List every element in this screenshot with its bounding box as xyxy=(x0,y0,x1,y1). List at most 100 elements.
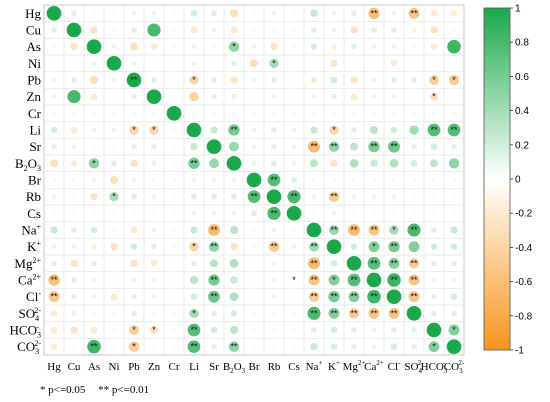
row-label: As xyxy=(27,39,41,54)
correlation-circle xyxy=(230,243,238,251)
correlation-circle xyxy=(72,345,76,349)
correlation-circle xyxy=(151,77,157,83)
correlation-circle xyxy=(409,125,419,135)
row-label: SO42- xyxy=(19,306,42,323)
correlation-circle xyxy=(151,11,157,16)
correlation-circle xyxy=(431,227,437,233)
correlation-circle xyxy=(292,11,296,15)
column-label: Na+ xyxy=(306,359,323,373)
correlation-circle xyxy=(306,222,322,238)
correlation-circle xyxy=(252,228,256,232)
correlation-circle xyxy=(311,194,317,199)
correlation-circle xyxy=(408,274,420,286)
column-label: HCO3- xyxy=(421,359,448,375)
correlation-circle xyxy=(390,126,398,134)
correlation-circle xyxy=(351,343,357,350)
correlation-circle xyxy=(228,41,240,52)
correlation-circle xyxy=(172,95,176,99)
correlation-circle xyxy=(311,94,317,99)
correlation-circle xyxy=(311,327,317,333)
correlation-circle xyxy=(92,145,96,149)
correlation-circle xyxy=(292,28,296,32)
correlation-circle xyxy=(451,310,457,317)
correlation-circle xyxy=(452,195,456,199)
correlation-circle xyxy=(371,44,377,49)
correlation-circle xyxy=(292,228,296,232)
legend-note-p05: * p<=0.05 xyxy=(40,384,86,396)
significance-mark: * xyxy=(192,242,196,252)
correlation-circle xyxy=(350,26,358,34)
correlation-circle xyxy=(252,345,256,349)
correlation-circle xyxy=(291,244,297,249)
correlation-circle xyxy=(210,326,218,334)
correlation-circle xyxy=(209,158,219,169)
correlation-circle xyxy=(189,242,199,252)
correlation-circle xyxy=(352,211,356,215)
column-label: Li xyxy=(189,361,199,373)
correlation-circle xyxy=(411,77,417,83)
correlation-circle xyxy=(228,124,240,136)
correlation-circle xyxy=(332,111,336,115)
row-label: Mg2+ xyxy=(14,256,41,271)
correlation-circle xyxy=(291,161,297,166)
significance-mark: * xyxy=(432,342,436,352)
significance-mark: * xyxy=(392,225,396,235)
correlation-circle xyxy=(271,11,277,16)
correlation-circle xyxy=(70,43,78,51)
correlation-circle xyxy=(211,10,217,17)
significance-mark: ** xyxy=(330,192,338,202)
correlation-circle xyxy=(89,75,99,85)
correlation-circle xyxy=(91,294,97,299)
correlation-circle xyxy=(271,94,277,99)
correlation-circle xyxy=(352,178,356,182)
correlation-circle xyxy=(189,92,199,102)
colorbar-tick-label: 1 xyxy=(515,4,521,15)
column-label: K+ xyxy=(328,359,340,373)
correlation-circle xyxy=(452,178,456,182)
significance-mark: ** xyxy=(450,125,458,135)
row-label: Cu xyxy=(26,23,42,38)
correlation-circle xyxy=(307,306,321,320)
correlation-circle xyxy=(308,274,320,286)
correlation-circle xyxy=(312,211,316,215)
correlation-circle xyxy=(172,295,176,299)
correlation-circle xyxy=(371,194,377,199)
significance-mark: ** xyxy=(350,275,358,285)
correlation-circle xyxy=(172,61,176,65)
correlation-circle xyxy=(271,261,277,266)
correlation-circle xyxy=(192,111,196,115)
correlation-circle xyxy=(91,260,97,267)
correlation-circle xyxy=(172,245,176,249)
column-label: B2O3 xyxy=(223,361,246,375)
correlation-circle xyxy=(308,257,320,270)
correlation-circle xyxy=(388,307,400,319)
correlation-circle xyxy=(431,310,437,317)
correlation-circle xyxy=(272,328,276,332)
correlation-circle xyxy=(451,143,457,150)
correlation-circle xyxy=(230,26,238,34)
correlation-circle xyxy=(172,45,176,49)
significance-mark: ** xyxy=(350,292,358,302)
correlation-circle xyxy=(152,311,156,315)
correlation-circle xyxy=(151,143,157,150)
row-label: CO32- xyxy=(17,339,41,356)
significance-mark: * xyxy=(232,42,236,52)
correlation-circle xyxy=(172,28,176,32)
correlation-circle xyxy=(49,159,59,168)
correlation-circle xyxy=(272,111,276,115)
correlation-circle xyxy=(388,140,400,153)
correlation-circle xyxy=(387,273,401,287)
correlation-circle xyxy=(371,77,377,83)
colorbar-tick-label: 0.4 xyxy=(515,106,529,117)
correlation-circle xyxy=(211,343,217,350)
correlation-circle xyxy=(130,243,138,250)
correlation-circle xyxy=(112,145,116,149)
correlation-circle xyxy=(292,61,296,65)
correlation-circle xyxy=(211,310,217,317)
significance-mark: ** xyxy=(310,308,318,318)
correlation-circle xyxy=(86,39,102,55)
correlation-circle xyxy=(189,275,199,285)
correlation-circle xyxy=(46,5,62,21)
correlation-circle xyxy=(348,308,360,319)
